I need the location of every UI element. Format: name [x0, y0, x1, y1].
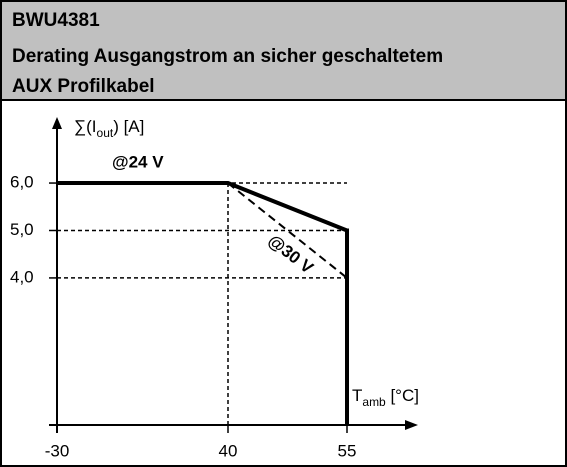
series-label: @24 V: [112, 152, 164, 171]
header: [0, 0, 567, 101]
y-axis-arrow: [52, 117, 62, 129]
x-tick-label: 55: [338, 441, 357, 460]
x-tick-label: 40: [219, 441, 238, 460]
x-axis-label: Tamb [°C]: [352, 386, 419, 409]
y-axis-label: ∑(Iout) [A]: [74, 117, 144, 140]
title-line: Derating Ausgangstrom an sicher geschalt…: [12, 46, 443, 67]
x-axis-arrow: [405, 420, 418, 430]
title-line: AUX Profilkabel: [12, 76, 155, 97]
x-tick-label: -30: [45, 441, 70, 460]
title-line: BWU4381: [12, 10, 100, 31]
y-tick-label: 4,0: [10, 267, 34, 286]
y-tick-label: 5,0: [10, 220, 34, 239]
y-tick-label: 6,0: [10, 173, 34, 192]
